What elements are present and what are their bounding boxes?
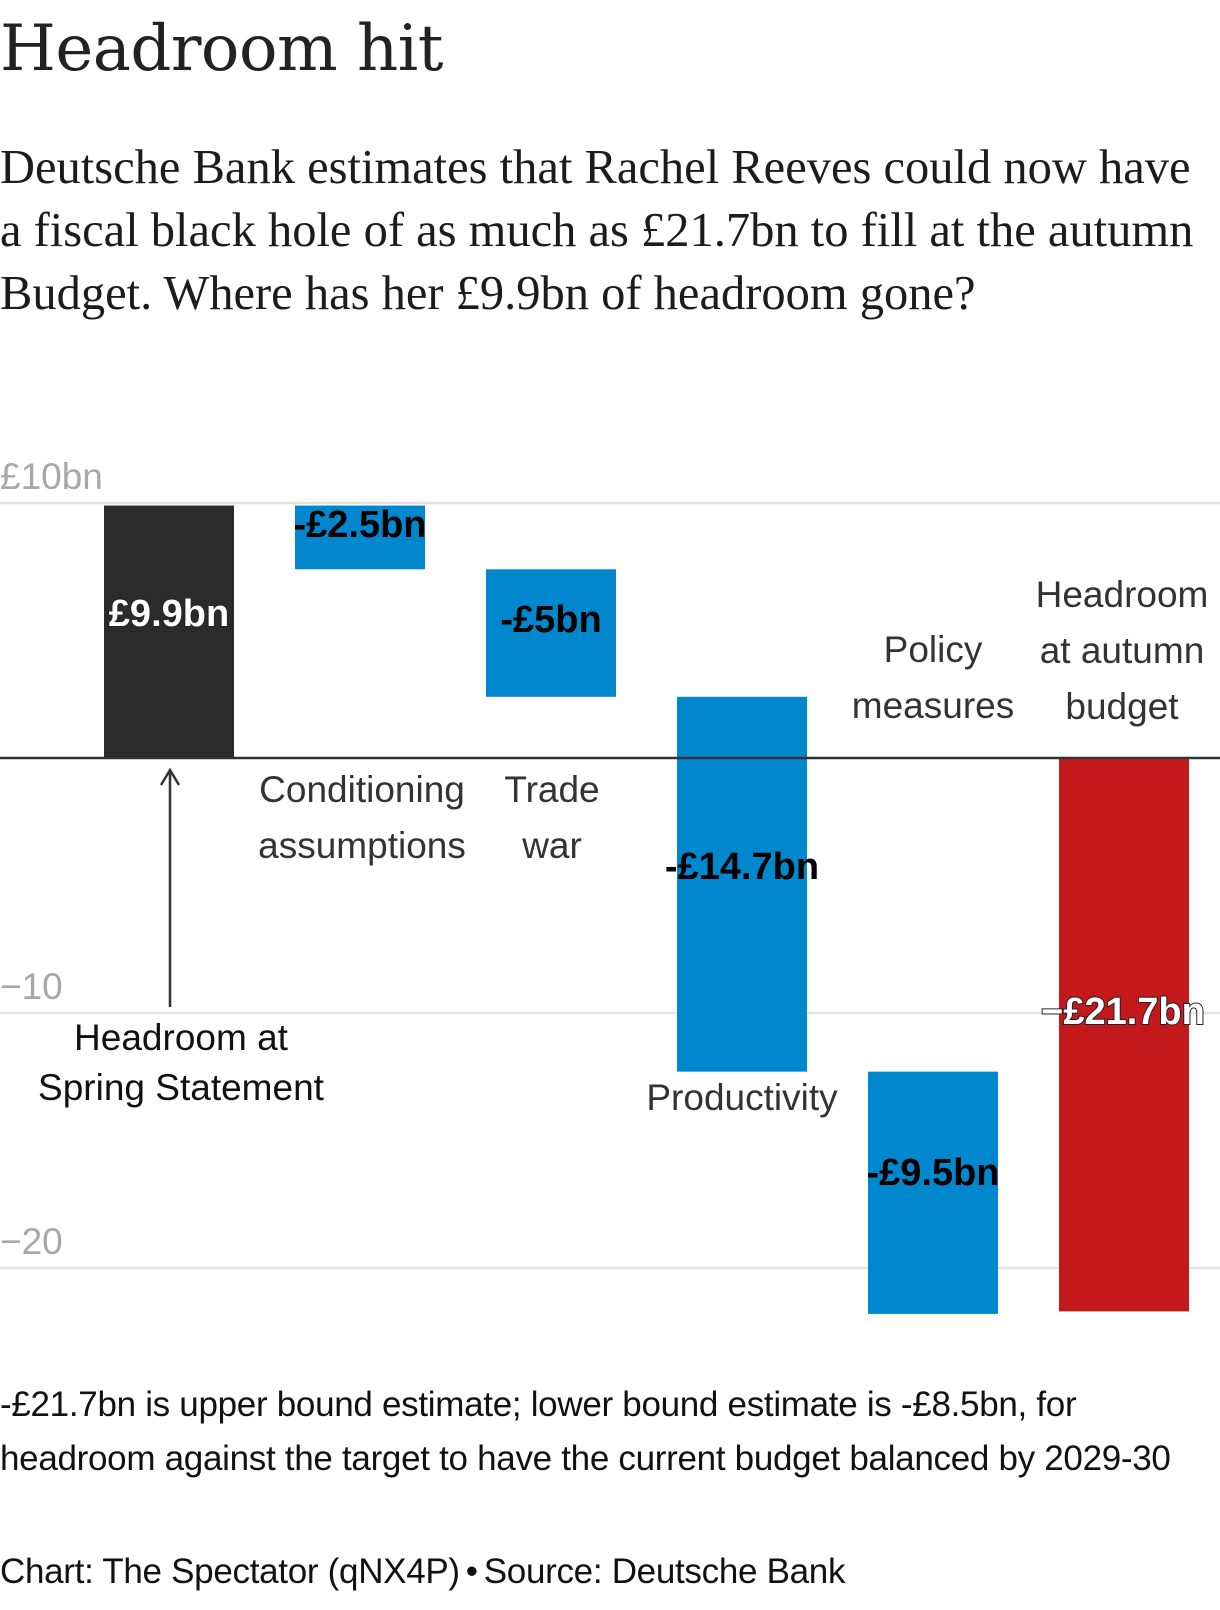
credit-line: Chart: The Spectator (qNX4P) • Source: Deu… bbox=[0, 1552, 845, 1592]
bar-5 bbox=[1059, 758, 1189, 1312]
footnote: -£21.7bn is upper bound estimate; lower … bbox=[0, 1385, 1171, 1478]
value-label: £9.9bn bbox=[109, 593, 229, 635]
arrow-up-icon bbox=[159, 767, 181, 786]
category-label: budget bbox=[1065, 686, 1179, 727]
annotation-label: Spring Statement bbox=[38, 1067, 325, 1108]
value-label: -£5bn bbox=[500, 599, 601, 641]
waterfall-chart: £10bn −10 −20 Conditioning assumptions Trade… bbox=[0, 456, 1220, 1314]
bar-3 bbox=[677, 696, 807, 1072]
value-label: -£14.7bn bbox=[665, 846, 819, 888]
category-label: Policy bbox=[884, 629, 983, 670]
category-labels: Conditioning assumptions Trade war Productiv… bbox=[38, 574, 1208, 1118]
category-label: Conditioning bbox=[259, 769, 465, 810]
category-label: Headroom bbox=[1036, 574, 1209, 615]
chart-title: Headroom hit bbox=[0, 12, 443, 86]
category-label: at autumn bbox=[1040, 630, 1205, 671]
category-label: Trade bbox=[504, 769, 599, 810]
value-label: −£21.7bn bbox=[1041, 991, 1205, 1033]
bar-0 bbox=[104, 505, 234, 758]
value-labels: £9.9bn -£2.5bn -£5bn -£14.7bn -£9.5bn −£21.7b… bbox=[108, 504, 1206, 1194]
y-tick-label: −10 bbox=[0, 966, 63, 1007]
bar-1 bbox=[295, 505, 425, 570]
bar-2 bbox=[486, 569, 616, 697]
gridlines: £10bn −10 −20 bbox=[0, 456, 1220, 1270]
category-label: war bbox=[521, 825, 582, 866]
y-tick-label: −20 bbox=[0, 1221, 63, 1262]
category-label: measures bbox=[852, 685, 1014, 726]
bar-4 bbox=[868, 1071, 998, 1314]
category-label: assumptions bbox=[258, 825, 466, 866]
value-label: -£2.5bn bbox=[293, 504, 426, 546]
chart-subtitle: Deutsche Bank estimates that Rachel Reev… bbox=[0, 141, 1194, 320]
bars bbox=[104, 505, 1189, 1314]
y-tick-label: £10bn bbox=[0, 456, 103, 497]
annotation-label: Headroom at bbox=[74, 1017, 289, 1058]
chart-credit: Chart: The Spectator (qNX4P) bbox=[0, 1552, 460, 1591]
value-label: -£9.5bn bbox=[866, 1152, 999, 1194]
source-credit: Source: Deutsche Bank bbox=[483, 1552, 846, 1591]
credit-separator: • bbox=[465, 1552, 478, 1591]
category-label: Productivity bbox=[646, 1077, 838, 1118]
